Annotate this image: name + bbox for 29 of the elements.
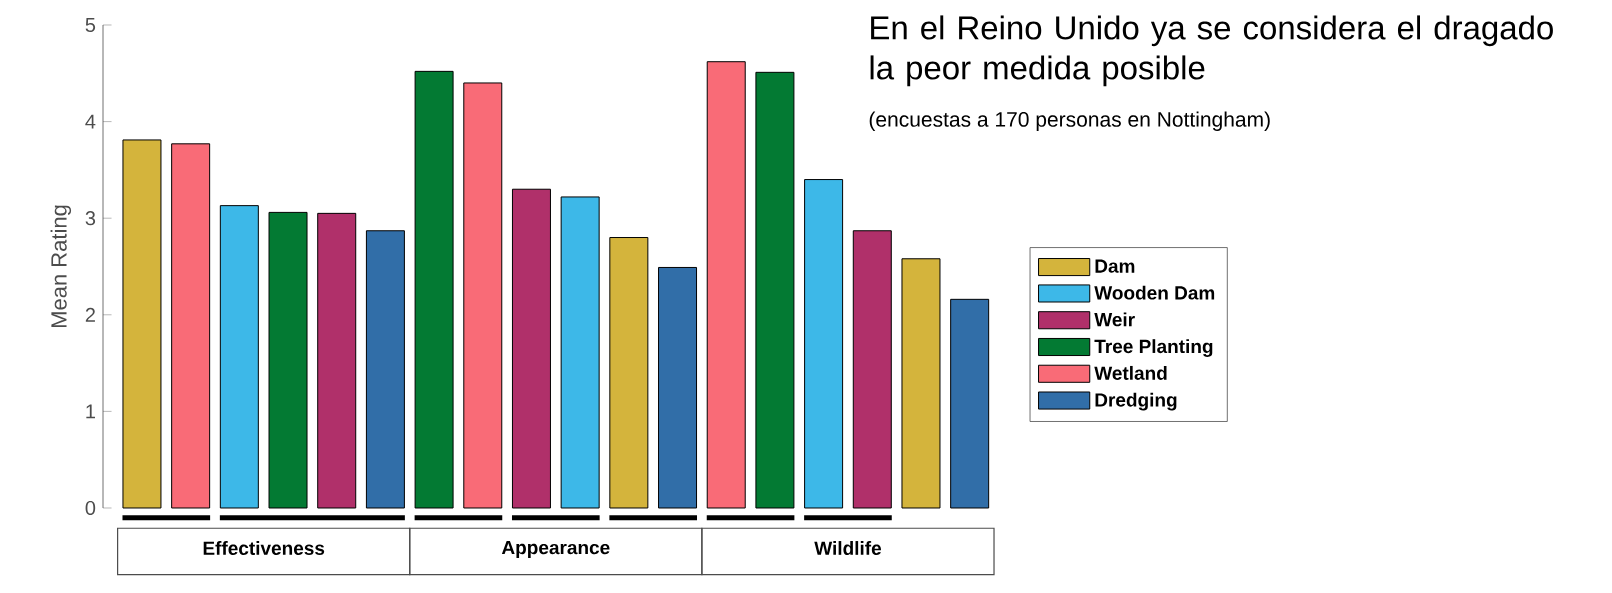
bar [365, 230, 405, 509]
y-tick-label: 0 [85, 500, 96, 516]
x-tick-label: Effectiveness [203, 541, 325, 556]
bar [219, 205, 259, 509]
legend-label: Weir [1094, 312, 1135, 327]
text: En el Reino Unido ya se considera el dragado la peor medida posible [870, 15, 1553, 87]
bar [463, 82, 503, 509]
legend-label: Wetland [1094, 365, 1167, 380]
y-tick-label: 4 [85, 114, 96, 129]
y-tick-label: 3 [85, 211, 96, 226]
legend-label: Tree Planting [1094, 339, 1213, 357]
y-axis-title: Mean Rating [50, 205, 72, 328]
bar [658, 266, 698, 509]
y-tick-label: 1 [86, 404, 95, 419]
text: (encuestas a 170 personas en Nottingham) [869, 111, 1270, 131]
bar [852, 230, 892, 509]
bar [171, 143, 211, 509]
bar [901, 258, 941, 509]
legend-label: Dam [1095, 259, 1135, 273]
x-tick-label: Appearance [501, 541, 610, 559]
bar [950, 298, 990, 509]
legend-label: Dredging [1095, 392, 1177, 411]
bar [609, 237, 649, 509]
y-tick-label: 2 [85, 307, 95, 322]
legend-label: Wooden Dam [1094, 285, 1215, 300]
y-tick-label: 5 [85, 18, 96, 32]
bar [804, 179, 844, 509]
bar [755, 71, 795, 509]
x-tick-label: Wildlife [814, 541, 882, 556]
